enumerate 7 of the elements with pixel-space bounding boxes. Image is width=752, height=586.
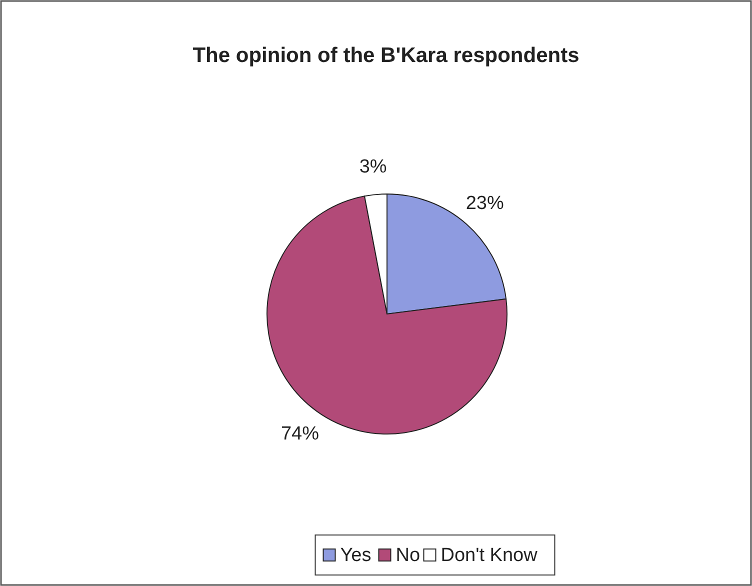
legend-label: No	[396, 545, 420, 566]
legend-label: Don't Know	[440, 545, 538, 566]
chart-title: The opinion of the B'Kara respondents	[192, 44, 580, 67]
legend-label: Yes	[340, 545, 372, 566]
data-label: 74%	[280, 424, 320, 445]
data-label: 3%	[359, 156, 387, 178]
data-label: 23%	[466, 192, 504, 214]
